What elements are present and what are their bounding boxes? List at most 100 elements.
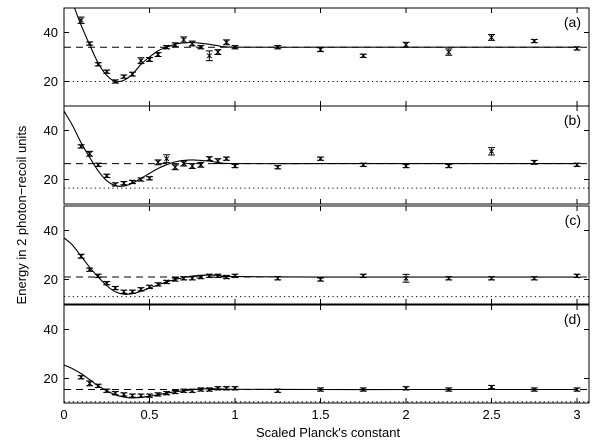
point-marker bbox=[172, 164, 178, 170]
data-point bbox=[146, 393, 154, 399]
point-marker bbox=[112, 181, 118, 187]
data-point bbox=[214, 273, 222, 279]
point-marker bbox=[189, 163, 195, 169]
y-tick-label: 40 bbox=[44, 123, 58, 138]
point-marker bbox=[189, 275, 195, 281]
point-marker bbox=[112, 390, 118, 396]
panel-label: (c) bbox=[565, 212, 581, 228]
point-marker bbox=[223, 39, 230, 45]
data-point bbox=[222, 274, 230, 280]
theory-curve bbox=[64, 237, 577, 295]
point-marker bbox=[155, 159, 161, 165]
data-point bbox=[530, 38, 538, 44]
data-point bbox=[77, 143, 85, 149]
data-point bbox=[274, 44, 282, 50]
point-marker bbox=[129, 289, 135, 295]
point-marker bbox=[317, 156, 324, 162]
data-point bbox=[402, 41, 410, 48]
y-tick-label: 40 bbox=[44, 25, 58, 40]
data-point bbox=[359, 273, 367, 279]
point-marker bbox=[155, 391, 161, 397]
point-marker bbox=[181, 275, 187, 281]
data-point bbox=[205, 156, 213, 162]
point-marker bbox=[181, 388, 187, 394]
point-marker bbox=[121, 289, 127, 295]
data-point bbox=[488, 33, 496, 41]
point-marker bbox=[138, 58, 144, 64]
point-marker bbox=[488, 275, 495, 281]
data-point bbox=[231, 273, 239, 279]
data-point bbox=[188, 388, 196, 394]
point-marker bbox=[206, 273, 212, 279]
data-point bbox=[103, 69, 111, 75]
data-point bbox=[128, 289, 136, 295]
point-marker bbox=[317, 276, 324, 283]
data-point bbox=[402, 385, 410, 391]
panel-frame bbox=[63, 205, 590, 305]
data-point bbox=[146, 56, 154, 63]
data-point bbox=[214, 158, 222, 165]
point-marker bbox=[181, 161, 187, 167]
panel-plot-area bbox=[64, 110, 589, 189]
data-point bbox=[197, 274, 205, 280]
point-marker bbox=[360, 53, 366, 59]
point-marker bbox=[488, 148, 495, 154]
data-point bbox=[180, 275, 188, 281]
point-marker bbox=[574, 45, 580, 51]
data-point bbox=[137, 393, 145, 399]
data-point bbox=[445, 163, 453, 169]
panel-2: 20 40 (b) bbox=[44, 105, 590, 205]
data-point bbox=[445, 275, 453, 281]
y-tick-label: 20 bbox=[44, 371, 58, 386]
data-point bbox=[488, 147, 496, 156]
data-point bbox=[488, 275, 496, 281]
data-point bbox=[573, 273, 581, 279]
point-marker bbox=[121, 180, 127, 186]
data-point bbox=[180, 160, 188, 167]
point-marker bbox=[164, 279, 170, 285]
point-marker bbox=[574, 162, 580, 168]
data-point bbox=[146, 175, 154, 181]
point-marker bbox=[446, 49, 452, 55]
data-point bbox=[94, 61, 102, 67]
point-marker bbox=[104, 69, 110, 75]
data-point bbox=[197, 44, 205, 50]
data-point bbox=[120, 289, 128, 295]
data-point bbox=[120, 391, 128, 397]
data-point bbox=[197, 161, 205, 168]
point-marker bbox=[574, 273, 580, 279]
point-marker bbox=[95, 61, 101, 67]
data-point bbox=[86, 150, 94, 157]
panel-4: 20 40 (d) bbox=[44, 304, 590, 404]
data-point bbox=[222, 39, 230, 46]
panel-plot-area bbox=[64, 237, 589, 298]
point-marker bbox=[403, 385, 409, 391]
point-marker bbox=[129, 393, 135, 399]
data-point bbox=[205, 386, 213, 393]
data-point bbox=[205, 50, 213, 62]
data-point bbox=[180, 388, 188, 394]
point-marker bbox=[531, 386, 537, 393]
data-point bbox=[154, 281, 162, 287]
data-point bbox=[120, 74, 128, 80]
data-point bbox=[359, 53, 367, 59]
data-point bbox=[86, 40, 94, 47]
point-marker bbox=[403, 275, 409, 281]
point-marker bbox=[206, 156, 212, 162]
point-marker bbox=[146, 175, 153, 181]
y-axis-title: Energy in 2 photon−recoil units bbox=[14, 125, 29, 304]
data-point bbox=[180, 36, 188, 44]
point-marker bbox=[138, 286, 144, 292]
data-point bbox=[197, 386, 205, 393]
x-tick-label: 0.5 bbox=[140, 407, 158, 422]
y-tick-label: 40 bbox=[44, 223, 58, 238]
point-marker bbox=[95, 162, 101, 168]
point-marker bbox=[223, 274, 230, 280]
point-marker bbox=[95, 383, 101, 389]
data-point bbox=[317, 156, 325, 162]
data-point bbox=[231, 163, 239, 169]
point-marker bbox=[104, 280, 110, 286]
x-tick-label: 1.5 bbox=[311, 407, 329, 422]
data-point bbox=[86, 380, 94, 387]
point-marker bbox=[146, 56, 153, 63]
